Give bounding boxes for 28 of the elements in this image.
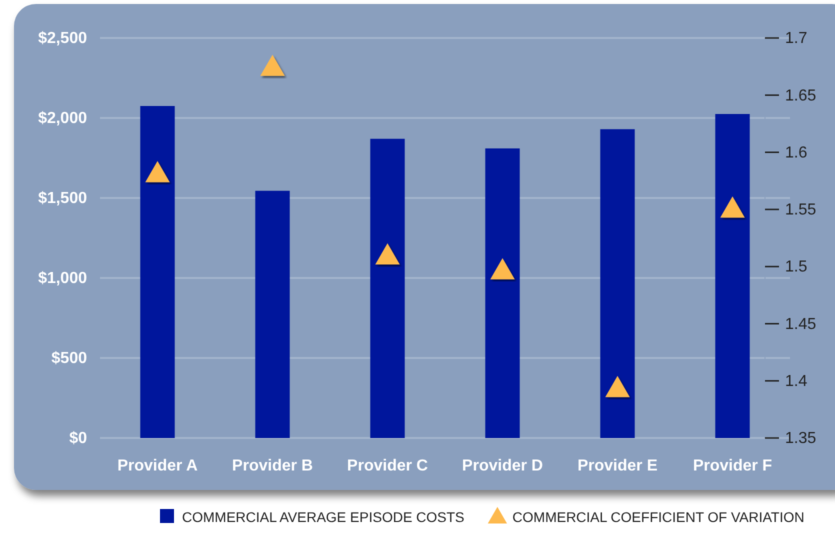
- y2-tick-label: 1.65: [785, 87, 816, 104]
- legend-label: COMMERCIAL COEFFICIENT OF VARIATION: [512, 509, 804, 525]
- y2-tick-label: 1.6: [785, 144, 808, 162]
- bar: [140, 106, 175, 438]
- y-tick-label: $500: [51, 350, 88, 368]
- x-tick-label: Provider D: [462, 457, 543, 474]
- y-tick-label: $1,000: [38, 270, 88, 288]
- x-tick-label: Provider A: [117, 457, 198, 474]
- y-tick-label: $0: [69, 430, 88, 448]
- y2-tick-label: 1.45: [785, 316, 816, 333]
- y-tick-label: $2,000: [38, 110, 88, 128]
- y-tick-label: $2,500: [38, 30, 88, 48]
- bar: [715, 114, 750, 438]
- x-tick-label: Provider E: [577, 457, 658, 474]
- bar: [255, 190, 290, 438]
- y2-tick-label: 1.7: [785, 30, 808, 48]
- y2-tick-label: 1.4: [785, 372, 808, 390]
- bar: [370, 138, 405, 438]
- bar: [600, 129, 635, 438]
- y2-tick-label: 1.55: [785, 202, 816, 219]
- x-tick-label: Provider C: [347, 457, 428, 474]
- x-tick-label: Provider B: [232, 457, 313, 474]
- y2-tick-label: 1.35: [785, 430, 816, 448]
- legend-label: COMMERCIAL AVERAGE EPISODE COSTS: [182, 509, 464, 525]
- y2-tick-label: 1.5: [785, 258, 808, 276]
- bar: [485, 148, 520, 438]
- y-tick-label: $1,500: [38, 190, 88, 208]
- x-tick-label: Provider F: [692, 457, 772, 474]
